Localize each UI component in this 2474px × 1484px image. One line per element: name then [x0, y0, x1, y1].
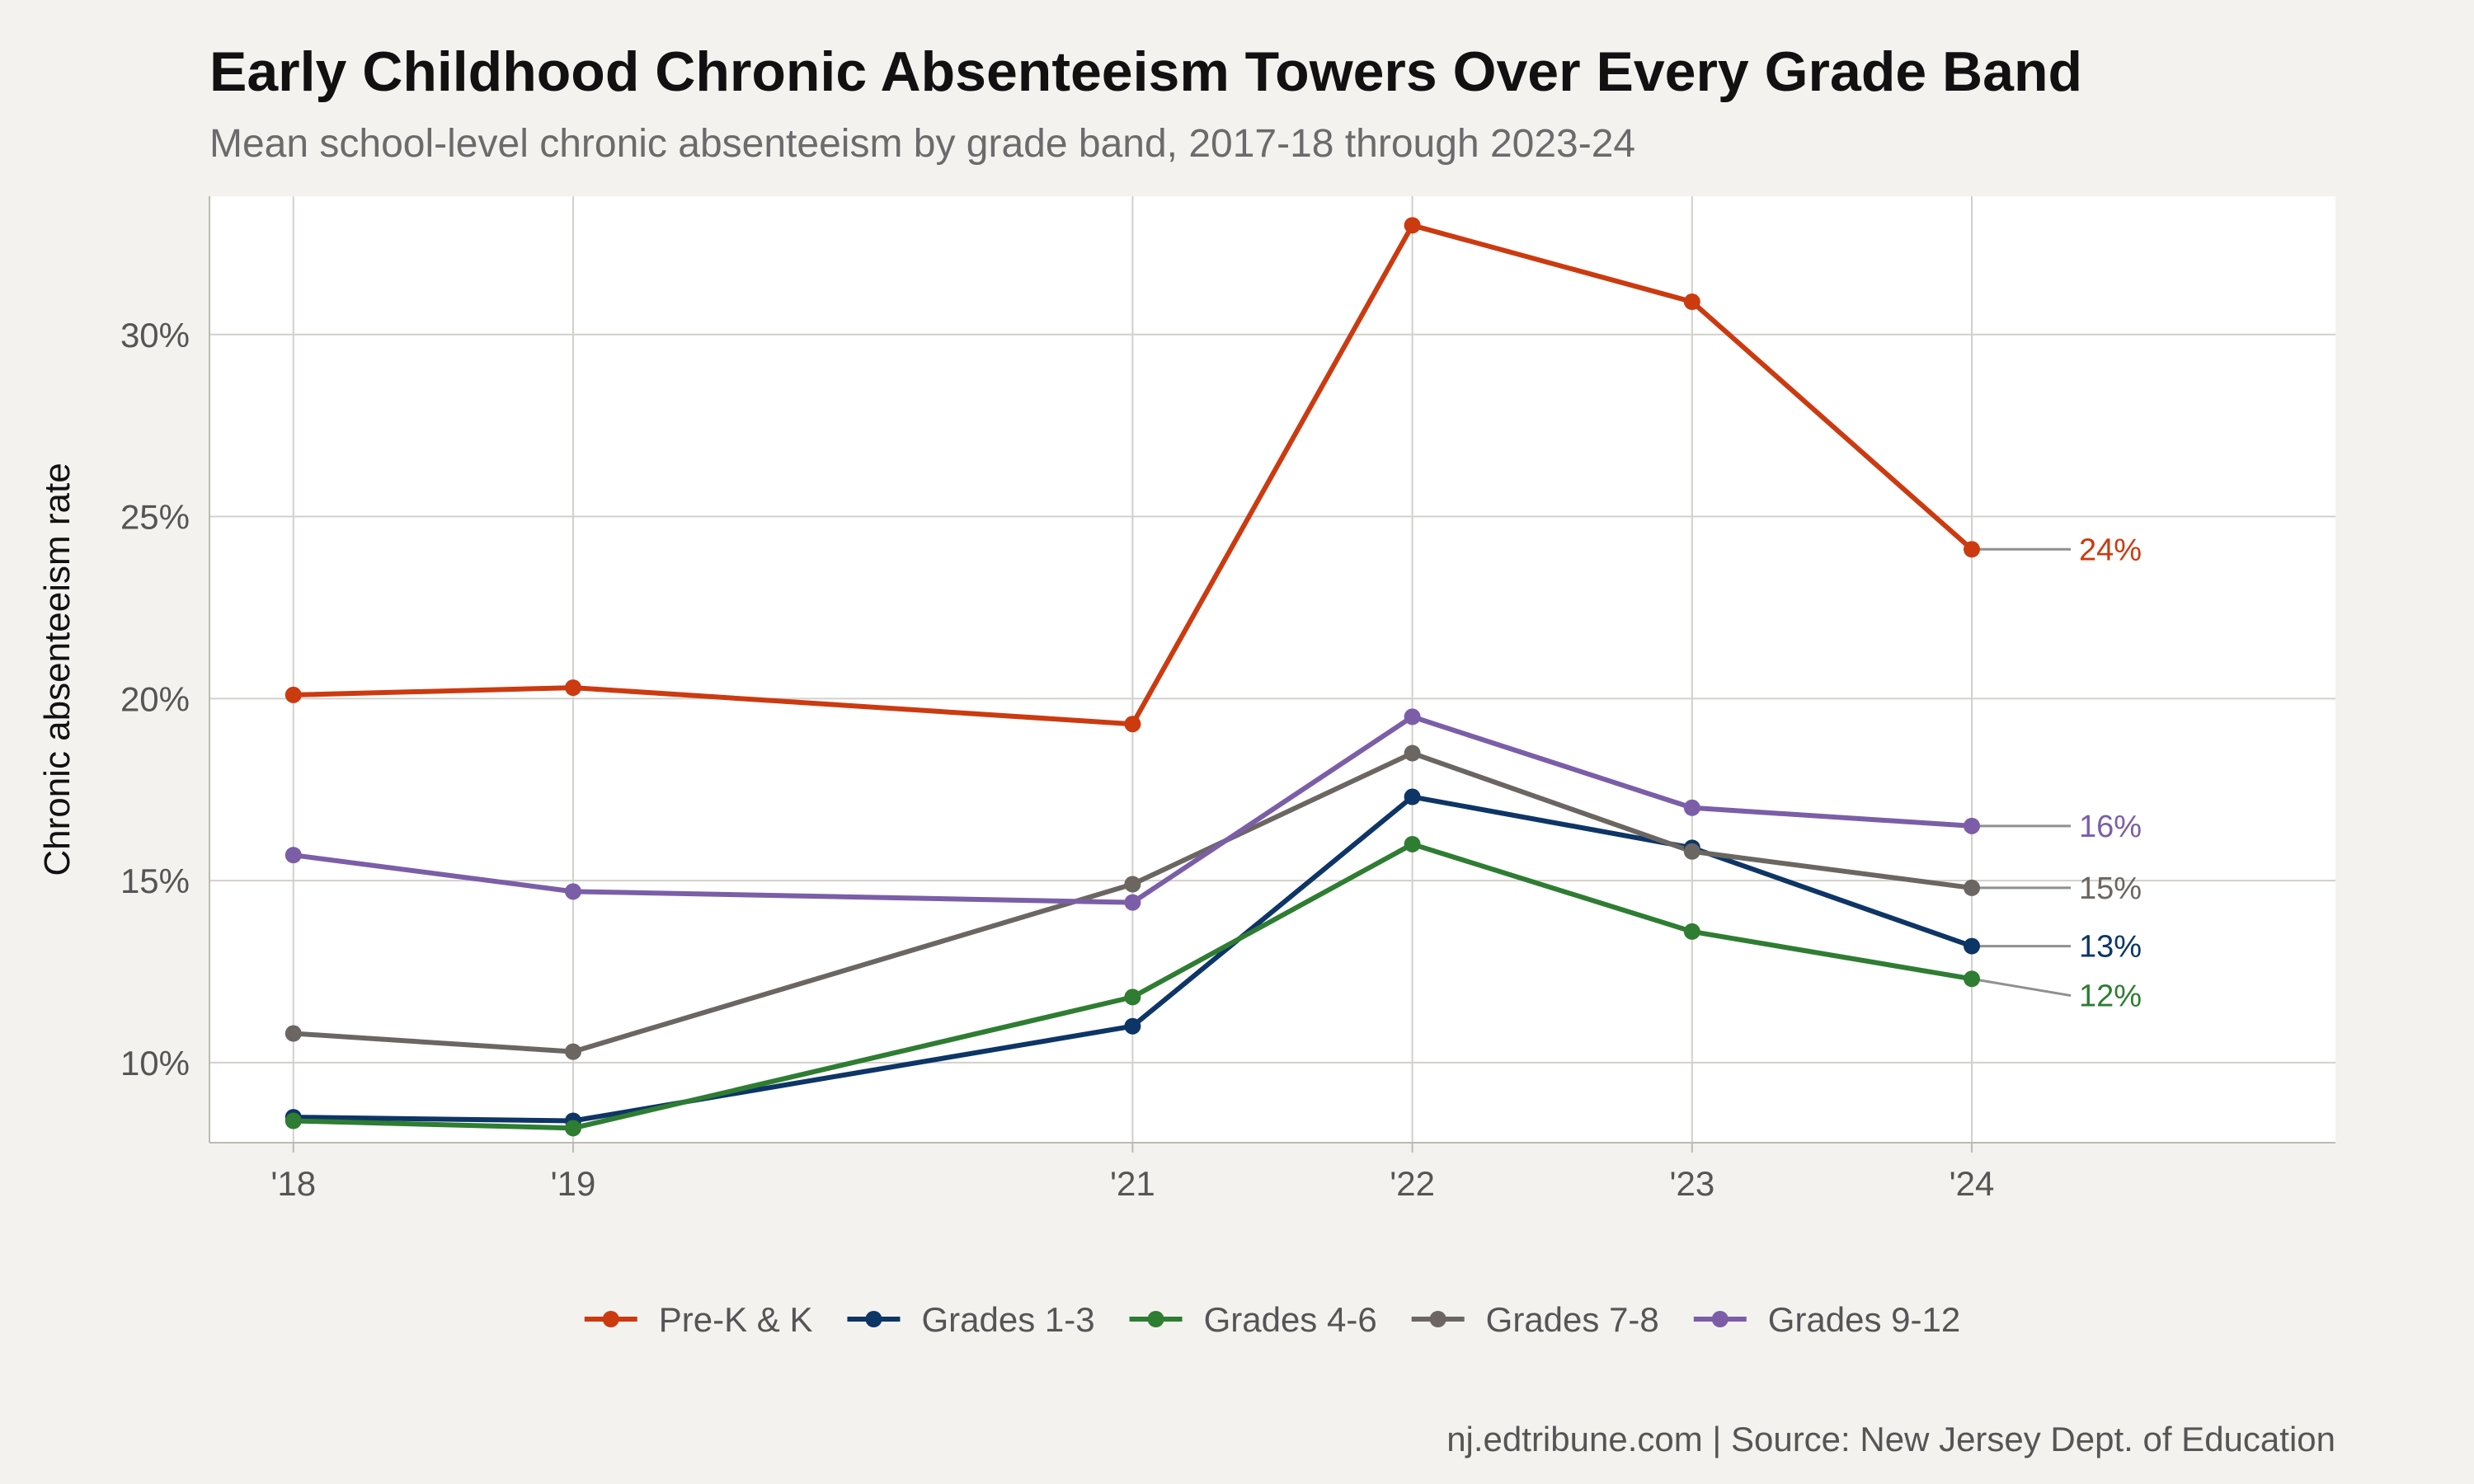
y-tick-labels: 10% 15% 20% 25% 30%: [120, 316, 190, 1082]
legend-key-point: [1711, 1311, 1729, 1327]
end-labels: 24% 13% 12% 15% 16%: [2079, 533, 2142, 1013]
data-point: [1964, 541, 1981, 558]
data-point: [1683, 294, 1700, 311]
end-label-leaders: [1971, 547, 2072, 998]
legend-key-point: [602, 1311, 619, 1327]
plot-panel: [209, 196, 2335, 1143]
data-point: [1683, 923, 1700, 940]
data-point: [1404, 708, 1421, 726]
data-point: [1404, 835, 1421, 852]
end-label: 12%: [2079, 979, 2142, 1014]
data-point: [1124, 894, 1141, 911]
series-line: [290, 750, 1975, 1054]
legend-label: Grades 1-3: [921, 1300, 1094, 1339]
x-tick-label: '18: [270, 1164, 316, 1203]
y-axis-title: Chronic absenteeism rate: [37, 463, 78, 876]
grid-lines: [209, 196, 2335, 1143]
legend-label: Grades 7-8: [1486, 1300, 1659, 1339]
y-tick-label: 30%: [120, 316, 190, 355]
data-point: [285, 1025, 302, 1042]
x-tick-label: '23: [1669, 1164, 1714, 1203]
data-point: [1964, 970, 1981, 988]
data-point: [1124, 989, 1141, 1006]
data-point: [564, 1120, 581, 1137]
data-point: [564, 883, 581, 900]
end-label: 13%: [2079, 930, 2142, 965]
end-label: 16%: [2079, 810, 2142, 844]
end-label: 24%: [2079, 533, 2142, 567]
legend-label: Pre-K & K: [659, 1300, 813, 1339]
end-label: 15%: [2079, 871, 2142, 906]
data-point: [1404, 788, 1421, 805]
series-points: [285, 217, 1981, 1137]
chart-subtitle: Mean school-level chronic absenteeism by…: [209, 122, 1635, 166]
series-line: [290, 841, 1975, 1131]
y-tick-label: 15%: [120, 862, 190, 900]
data-point: [1124, 876, 1141, 893]
data-point: [1124, 1017, 1141, 1035]
data-point: [564, 1043, 581, 1060]
legend-item: Grades 9-12: [1693, 1300, 1960, 1339]
x-tick-label: '21: [1110, 1164, 1155, 1203]
data-point: [285, 847, 302, 864]
data-point: [1683, 799, 1700, 816]
data-point: [1683, 843, 1700, 860]
legend-item: Grades 7-8: [1411, 1300, 1659, 1339]
series-lines: [290, 223, 1975, 1131]
data-point: [285, 1112, 302, 1129]
legend-label: Grades 9-12: [1768, 1300, 1960, 1339]
y-tick-label: 10%: [120, 1044, 190, 1082]
chart-title: Early Childhood Chronic Absenteeism Towe…: [209, 40, 2082, 103]
y-tick-label: 20%: [120, 679, 190, 718]
legend-label: Grades 4-6: [1204, 1300, 1377, 1339]
source-caption: nj.edtribune.com | Source: New Jersey De…: [1446, 1420, 2335, 1458]
series-line: [290, 223, 1975, 727]
x-tick-labels: '18 '19 '21 '22 '23 '24: [270, 1143, 1994, 1203]
legend-item: Pre-K & K: [584, 1300, 813, 1339]
legend-key-point: [1429, 1311, 1446, 1327]
data-point: [564, 679, 581, 697]
legend-item: Grades 1-3: [847, 1300, 1095, 1339]
x-tick-label: '19: [551, 1164, 596, 1203]
data-point: [1964, 879, 1981, 896]
x-tick-label: '24: [1950, 1164, 1995, 1203]
data-point: [1964, 817, 1981, 834]
legend-key-point: [865, 1311, 882, 1327]
y-tick-label: 25%: [120, 498, 190, 537]
series-line: [290, 794, 1975, 1124]
data-point: [1124, 716, 1141, 733]
data-point: [1964, 937, 1981, 955]
legend-key-point: [1147, 1311, 1164, 1327]
legend-item: Grades 4-6: [1129, 1300, 1377, 1339]
data-point: [1404, 744, 1421, 762]
x-tick-label: '22: [1390, 1164, 1435, 1203]
legend: Pre-K & K Grades 1-3 Grades 4-6 Grades 7-8 G…: [584, 1300, 1960, 1339]
series-line: [290, 714, 1975, 905]
data-point: [1404, 217, 1421, 234]
data-point: [285, 686, 302, 703]
end-label-leader: [1971, 977, 2072, 998]
